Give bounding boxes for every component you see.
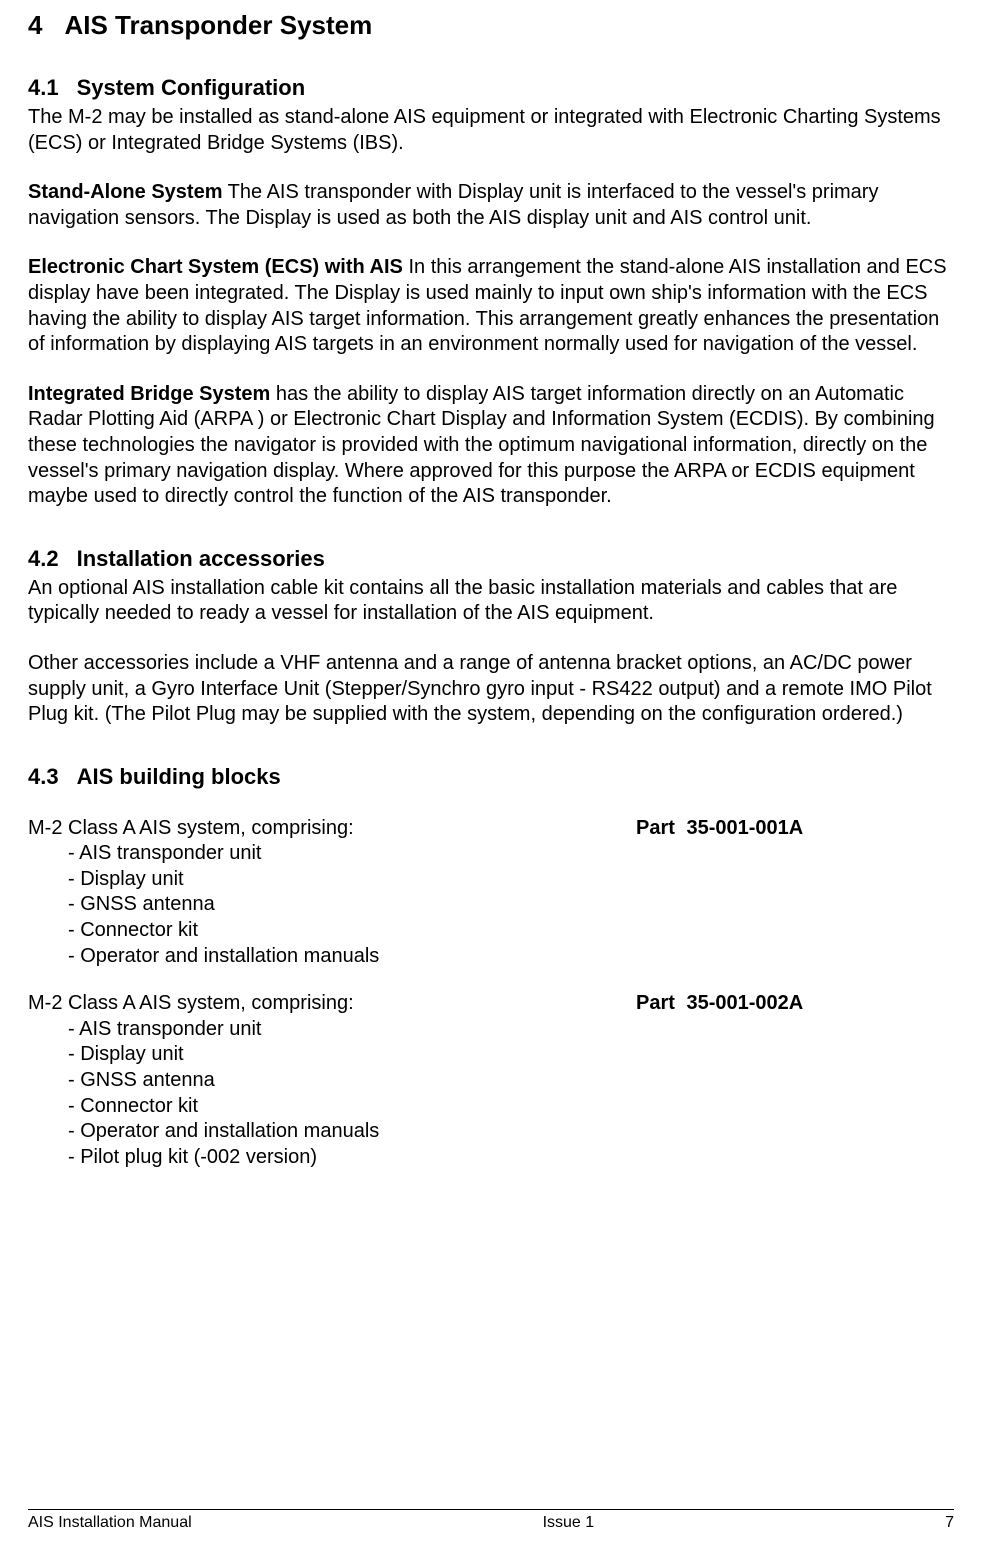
list-item: Display unit <box>68 1042 954 1068</box>
list-item: Connector kit <box>68 918 954 944</box>
section-heading: 4.1 System Configuration <box>28 75 954 101</box>
block-heading: M-2 Class A AIS system, comprising: <box>28 991 636 1017</box>
item-list: AIS transponder unit Display unit GNSS a… <box>28 1017 954 1171</box>
chapter-number: 4 <box>28 10 42 41</box>
paragraph: Electronic Chart System (ECS) with AIS I… <box>28 255 954 357</box>
block-heading: M-2 Class A AIS system, comprising: <box>28 816 636 842</box>
part-row: M-2 Class A AIS system, comprising: Part… <box>28 816 954 842</box>
paragraph: Stand-Alone System The AIS transponder w… <box>28 180 954 231</box>
section-4-2: 4.2 Installation accessories An optional … <box>28 546 954 728</box>
list-item: AIS transponder unit <box>68 1017 954 1043</box>
run-in-heading: Integrated Bridge System <box>28 383 270 405</box>
footer-center: Issue 1 <box>543 1514 595 1532</box>
section-number: 4.2 <box>28 546 59 572</box>
part-value: 35-001-002A <box>686 992 803 1014</box>
list-item: Display unit <box>68 867 954 893</box>
item-list: AIS transponder unit Display unit GNSS a… <box>28 841 954 969</box>
list-item: AIS transponder unit <box>68 841 954 867</box>
run-in-heading: Electronic Chart System (ECS) with AIS <box>28 256 403 278</box>
page-footer: AIS Installation Manual Issue 1 7 <box>28 1509 954 1532</box>
building-block-2: M-2 Class A AIS system, comprising: Part… <box>28 991 954 1170</box>
section-4-1: 4.1 System Configuration The M-2 may be i… <box>28 75 954 510</box>
section-title: Installation accessories <box>77 546 325 571</box>
part-value: 35-001-001A <box>686 817 803 839</box>
list-item: Operator and installation manuals <box>68 944 954 970</box>
list-item: GNSS antenna <box>68 1068 954 1094</box>
paragraph: Other accessories include a VHF antenna … <box>28 651 954 728</box>
chapter-title: AIS Transponder System <box>64 10 372 40</box>
part-number: Part 35-001-002A <box>636 991 803 1017</box>
run-in-heading: Stand-Alone System <box>28 181 222 203</box>
footer-left: AIS Installation Manual <box>28 1514 192 1532</box>
list-item: Pilot plug kit (-002 version) <box>68 1145 954 1171</box>
building-block-1: M-2 Class A AIS system, comprising: Part… <box>28 816 954 970</box>
footer-right: 7 <box>945 1514 954 1532</box>
list-item: GNSS antenna <box>68 892 954 918</box>
section-heading: 4.2 Installation accessories <box>28 546 954 572</box>
section-heading: 4.3 AIS building blocks <box>28 764 954 790</box>
list-item: Operator and installation manuals <box>68 1119 954 1145</box>
list-item: Connector kit <box>68 1094 954 1120</box>
section-number: 4.3 <box>28 764 59 790</box>
part-number: Part 35-001-001A <box>636 816 803 842</box>
part-label: Part <box>636 992 675 1014</box>
chapter-heading: 4 AIS Transponder System <box>28 10 954 41</box>
part-label: Part <box>636 817 675 839</box>
section-number: 4.1 <box>28 75 59 101</box>
section-title: AIS building blocks <box>77 764 281 789</box>
section-title: System Configuration <box>77 75 306 100</box>
part-row: M-2 Class A AIS system, comprising: Part… <box>28 991 954 1017</box>
section-4-3: 4.3 AIS building blocks M-2 Class A AIS s… <box>28 764 954 1171</box>
paragraph: Integrated Bridge System has the ability… <box>28 382 954 510</box>
paragraph: An optional AIS installation cable kit c… <box>28 576 954 627</box>
paragraph: The M-2 may be installed as stand-alone … <box>28 105 954 156</box>
